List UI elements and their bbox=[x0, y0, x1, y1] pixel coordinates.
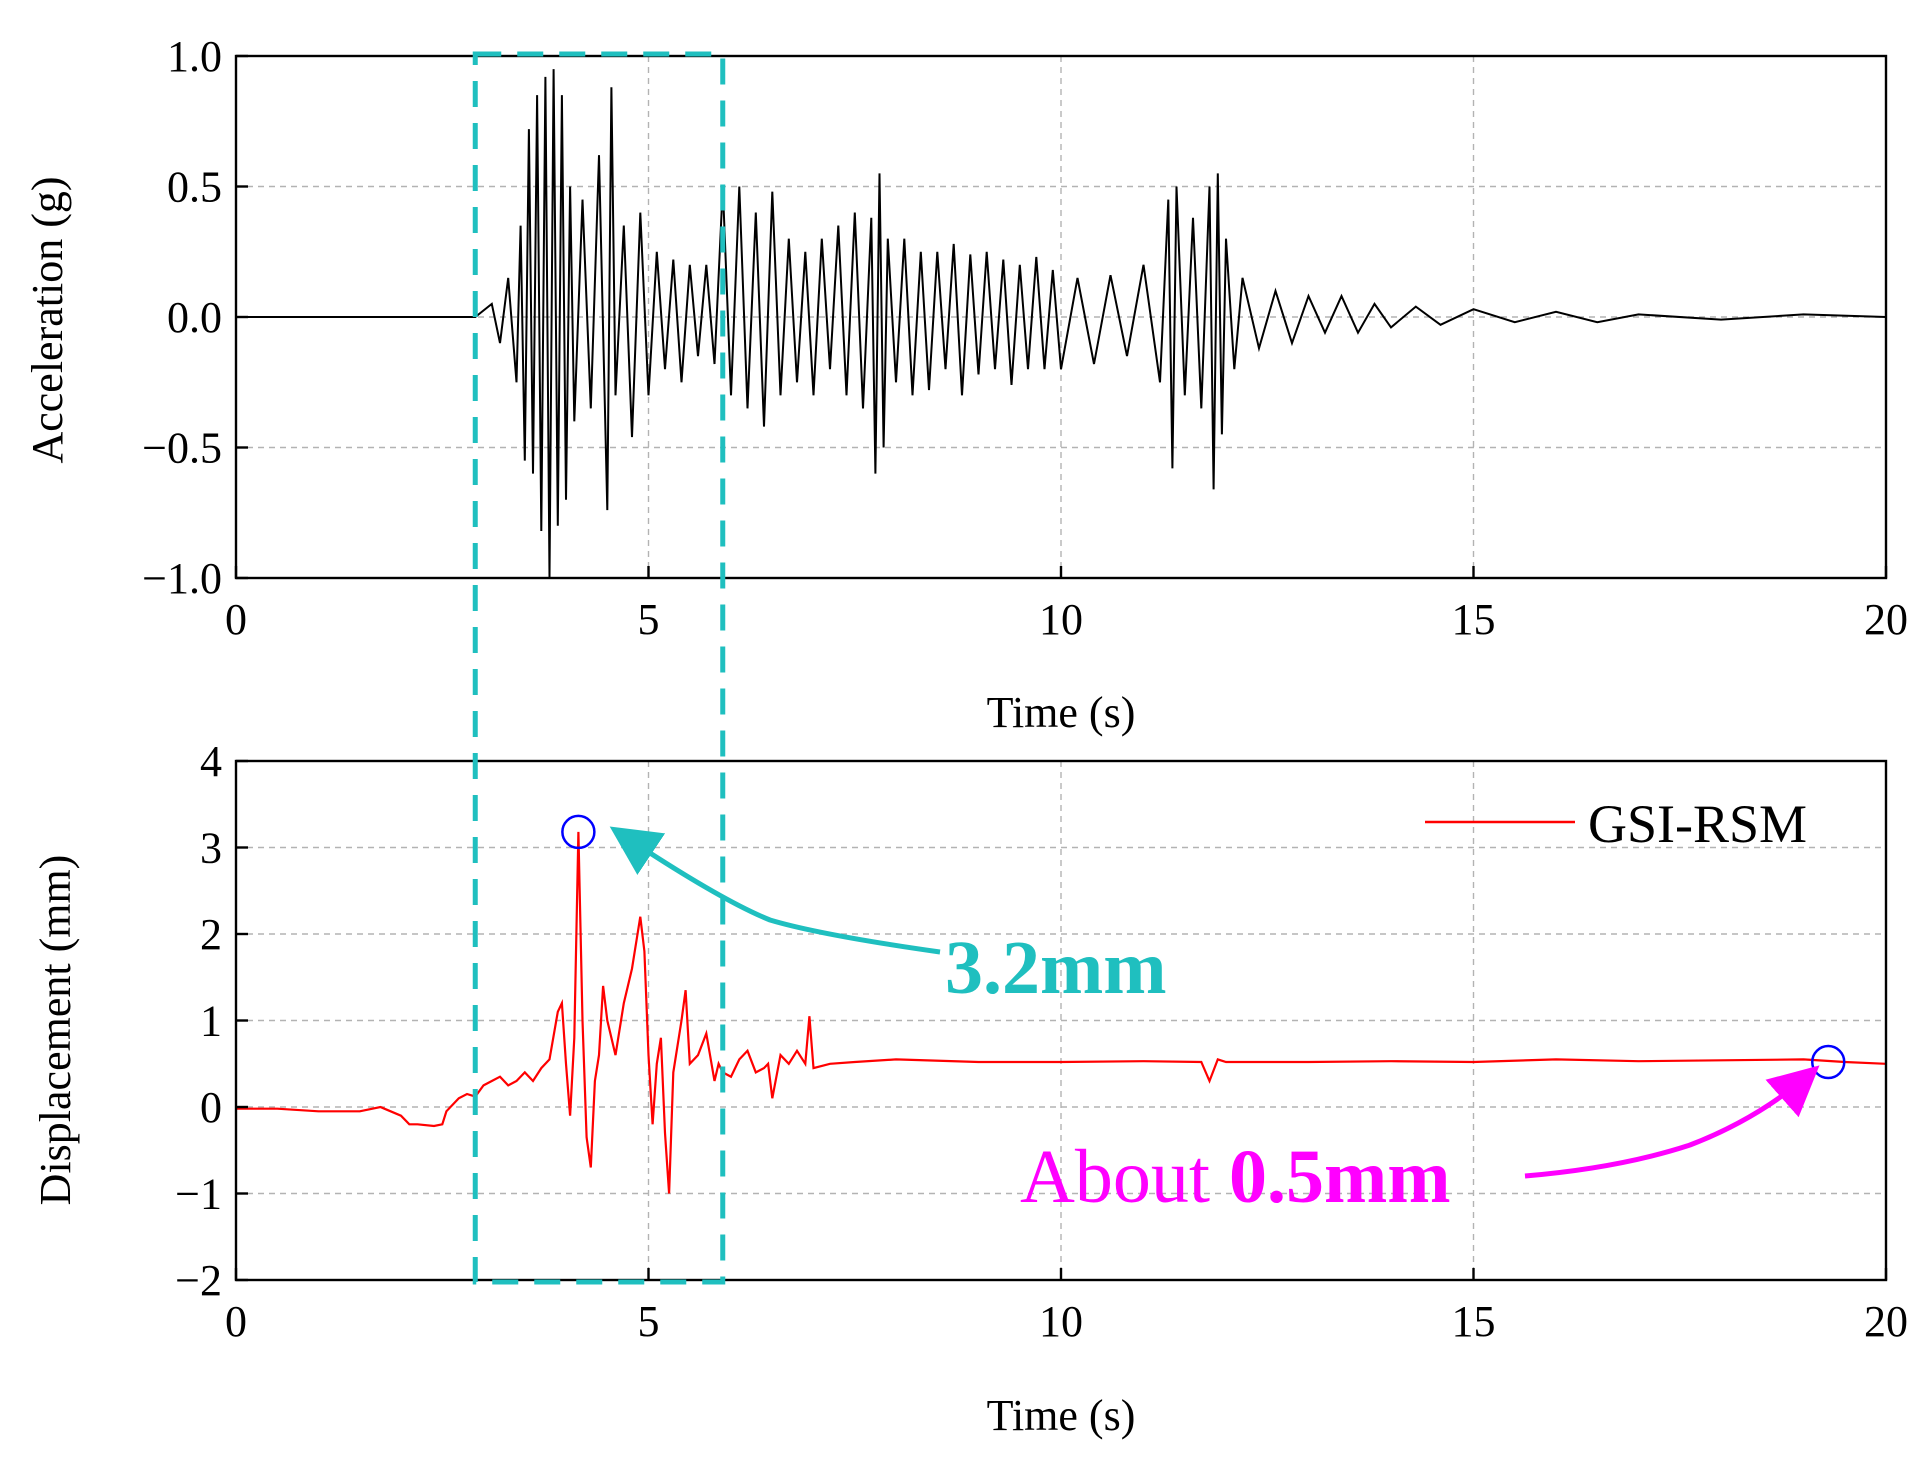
displacement-x-tick-label: 10 bbox=[1039, 1297, 1083, 1346]
acceleration-panel: 0 5 10 15 20 −1.0 −0.5 0.0 0.5 1.0 Time (s) Acce… bbox=[23, 32, 1908, 737]
residual-annotation-prefix: About bbox=[1020, 1135, 1229, 1219]
acceleration-y-axis-title: Acceleration (g) bbox=[23, 176, 72, 463]
residual-annotation-arrow bbox=[1524, 1065, 1820, 1179]
displacement-grid bbox=[236, 761, 1886, 1280]
acceleration-y-tick-label: 1.0 bbox=[167, 32, 222, 81]
acceleration-y-tick-label: 0.5 bbox=[167, 163, 222, 212]
acceleration-x-tick-label: 15 bbox=[1452, 595, 1496, 644]
displacement-y-ticks: −2 −1 0 1 2 3 4 bbox=[175, 737, 248, 1305]
displacement-x-tick-label: 0 bbox=[225, 1297, 247, 1346]
acceleration-x-tick-label: 5 bbox=[638, 595, 660, 644]
acceleration-y-ticks: −1.0 −0.5 0.0 0.5 1.0 bbox=[142, 32, 248, 603]
residual-annotation-value: 0.5mm bbox=[1229, 1135, 1451, 1219]
displacement-y-tick-label: −1 bbox=[175, 1170, 222, 1219]
acceleration-x-tick-label: 10 bbox=[1039, 595, 1083, 644]
displacement-x-tick-label: 20 bbox=[1864, 1297, 1908, 1346]
acceleration-x-tick-label: 20 bbox=[1864, 595, 1908, 644]
legend: GSI-RSM bbox=[1425, 794, 1807, 854]
residual-annotation-label: About 0.5mm bbox=[1020, 1135, 1451, 1219]
acceleration-x-axis-title: Time (s) bbox=[987, 688, 1136, 737]
displacement-y-tick-label: 1 bbox=[200, 997, 222, 1046]
displacement-y-axis-title: Displacement (mm) bbox=[31, 855, 80, 1206]
displacement-y-tick-label: −2 bbox=[175, 1256, 222, 1305]
acceleration-series-line bbox=[236, 69, 1887, 579]
legend-label-gsi-rsm: GSI-RSM bbox=[1588, 794, 1807, 854]
displacement-x-tick-label: 5 bbox=[638, 1297, 660, 1346]
acceleration-y-tick-label: −0.5 bbox=[142, 424, 222, 473]
peak-annotation-label: 3.2mm bbox=[945, 926, 1167, 1010]
displacement-x-ticks: 0 5 10 15 20 bbox=[225, 1268, 1908, 1346]
displacement-series-line bbox=[236, 831, 1887, 1194]
residual-marker-circle bbox=[1811, 1044, 1846, 1080]
peak-annotation-arrow bbox=[609, 826, 941, 955]
displacement-panel: 0 5 10 15 20 −2 −1 0 1 2 3 4 Time (s) Displacement… bbox=[31, 737, 1908, 1440]
acceleration-y-tick-label: −1.0 bbox=[142, 554, 222, 603]
displacement-x-tick-label: 15 bbox=[1452, 1297, 1496, 1346]
highlight-window-box bbox=[472, 51, 726, 1285]
displacement-y-tick-label: 2 bbox=[200, 910, 222, 959]
displacement-x-axis-title: Time (s) bbox=[987, 1391, 1136, 1440]
peak-marker-circle bbox=[561, 814, 596, 850]
acceleration-x-tick-label: 0 bbox=[225, 595, 247, 644]
displacement-y-tick-label: 4 bbox=[200, 737, 222, 786]
acceleration-x-ticks: 0 5 10 15 20 bbox=[225, 566, 1908, 644]
acceleration-y-tick-label: 0.0 bbox=[167, 293, 222, 342]
acceleration-grid bbox=[236, 56, 1886, 578]
displacement-y-tick-label: 0 bbox=[200, 1083, 222, 1132]
displacement-y-tick-label: 3 bbox=[200, 824, 222, 873]
